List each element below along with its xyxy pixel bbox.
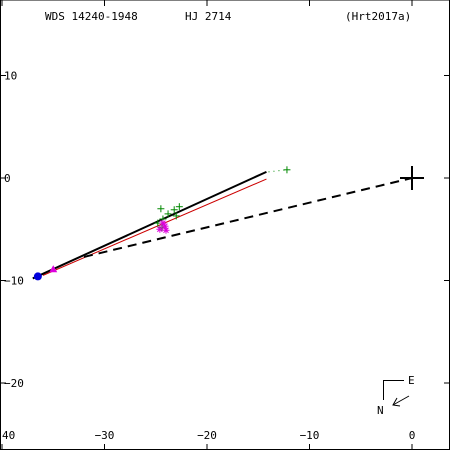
x-tick-label: −20 [197, 429, 217, 442]
measurement-plus-marker [175, 203, 183, 211]
data-layer [32, 166, 424, 281]
compass-rose: E N [377, 374, 415, 417]
header-star-name: HJ 2714 [185, 10, 232, 23]
compass-arrow-head [392, 397, 401, 407]
x-tick-label: 0 [409, 429, 416, 442]
measurement-star-marker [162, 226, 170, 234]
y-tick-label: −20 [4, 377, 24, 390]
alt-orbit-line [42, 178, 267, 276]
y-tick-label: 0 [4, 172, 11, 185]
measurement-plus-marker [157, 205, 165, 213]
star-d2 [163, 227, 169, 234]
header-reference: (Hrt2017a) [345, 10, 411, 23]
star-d2 [156, 226, 163, 233]
star-d2 [162, 223, 168, 230]
compass-east-label: E [408, 374, 415, 387]
compass-north-label: N [377, 404, 384, 417]
measurement-plus-marker [283, 166, 291, 174]
measurement-star-marker [159, 219, 167, 227]
measurement-plus-marker [164, 210, 172, 218]
compass-motion-arrow [392, 395, 410, 406]
measurement-plus-marker [170, 206, 178, 214]
line-of-nodes-dashed [83, 177, 413, 258]
x-tick-label: 40 [2, 429, 15, 442]
x-tick-label: −10 [300, 429, 320, 442]
first-measurement-triangle [49, 265, 58, 273]
y-tick-label: 10 [4, 70, 17, 83]
y-tick-label: −10 [4, 275, 24, 288]
measurement-plus-marker [172, 212, 180, 220]
measurement-star-marker [156, 225, 164, 233]
star-d2 [160, 220, 166, 226]
x-tick-label: −30 [95, 429, 115, 442]
orbit-fit-line [32, 170, 267, 280]
primary-star-marker [400, 166, 424, 190]
header-wds-id: WDS 14240-1948 [45, 10, 138, 23]
first-epoch-dot [33, 272, 42, 281]
